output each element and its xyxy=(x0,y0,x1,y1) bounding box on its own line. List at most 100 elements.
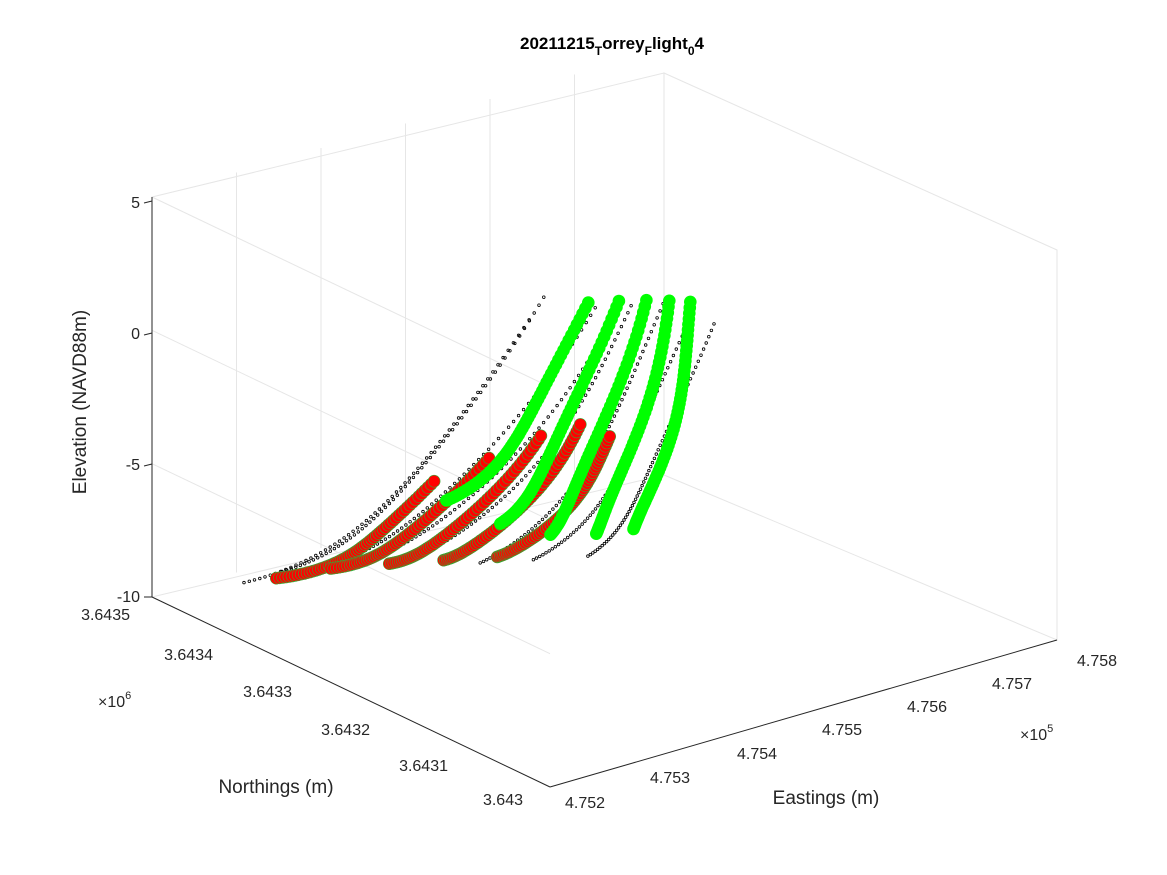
survey_track-point xyxy=(303,562,307,566)
x-axis-line xyxy=(549,639,1058,788)
x-tick-label: 4.757 xyxy=(992,676,1032,693)
survey_track-point xyxy=(633,497,638,501)
survey_track-point xyxy=(508,349,512,353)
x-axis-label: Eastings (m) xyxy=(773,788,880,809)
survey_track-point xyxy=(360,527,364,531)
survey_track-point xyxy=(593,376,598,380)
survey_track-point xyxy=(635,494,639,498)
survey_track-point xyxy=(311,558,316,562)
survey_track-point xyxy=(530,527,534,531)
grid-line xyxy=(151,329,551,521)
z-tick-label: -10 xyxy=(117,589,140,606)
survey_track-point xyxy=(462,500,466,504)
survey_track-point xyxy=(566,535,570,540)
survey_track-point xyxy=(624,515,628,519)
survey_track-point xyxy=(415,470,420,475)
survey_track-point xyxy=(320,554,324,558)
survey_track-point xyxy=(478,516,482,520)
survey_track-point xyxy=(453,481,457,486)
survey_track-point xyxy=(537,426,541,430)
survey_track-point xyxy=(654,452,658,456)
survey_track-point xyxy=(340,541,345,546)
survey_track-point xyxy=(593,549,597,553)
survey_track-point xyxy=(501,355,505,360)
survey_track-point xyxy=(383,505,388,510)
survey_track-point xyxy=(466,496,471,501)
survey_track-point xyxy=(486,509,490,513)
survey_track-point xyxy=(383,537,388,541)
x-tick-label: 4.752 xyxy=(565,795,605,812)
survey_track-point xyxy=(373,511,377,515)
survey_track-point xyxy=(607,537,611,542)
survey_track-point xyxy=(466,403,470,408)
survey_track-point xyxy=(600,363,604,368)
survey_track-point xyxy=(633,368,637,372)
bathymetry_red-point xyxy=(427,474,441,488)
survey_track-point xyxy=(443,490,448,494)
survey_track-point xyxy=(532,465,536,469)
survey_track-point xyxy=(542,295,546,299)
survey_track-point xyxy=(252,578,257,582)
survey_track-point xyxy=(481,559,486,564)
chart-title: 20211215TorreyFlight04 xyxy=(520,34,705,58)
survey_track-point xyxy=(400,526,404,530)
survey_track-point xyxy=(416,466,420,470)
x-tick-label: 4.753 xyxy=(650,770,690,787)
survey_track-point xyxy=(540,517,545,522)
survey_track-point xyxy=(604,539,609,544)
x-tick-label: 4.758 xyxy=(1077,653,1117,670)
survey_track-point xyxy=(387,534,392,539)
y-axis-line xyxy=(151,596,551,788)
survey_track-point xyxy=(430,502,434,506)
survey_track-point xyxy=(647,468,651,473)
survey_track-point xyxy=(369,515,373,519)
survey_track-point xyxy=(416,513,421,517)
survey_track-point xyxy=(441,439,446,443)
survey_track-point xyxy=(314,553,318,558)
survey_track-point xyxy=(641,349,645,354)
survey_track-point xyxy=(615,528,619,532)
survey_track-point xyxy=(635,362,640,366)
survey_track-point xyxy=(448,486,452,490)
topography-series xyxy=(440,293,697,542)
survey_track-point xyxy=(699,353,703,357)
survey_track-point xyxy=(691,371,695,375)
survey_track-point xyxy=(499,498,503,502)
survey_track-point xyxy=(546,415,550,419)
survey_track-point xyxy=(550,547,554,551)
survey_track-point xyxy=(323,548,328,552)
survey_track-point xyxy=(622,518,626,522)
survey_track-point xyxy=(394,490,399,494)
survey_track-point xyxy=(408,520,412,524)
survey_track-point xyxy=(482,512,486,517)
survey_track-point xyxy=(424,460,428,465)
back-right-wall xyxy=(663,72,1058,641)
survey_track-point xyxy=(360,522,364,526)
survey_track-point xyxy=(521,407,526,412)
survey_track-point xyxy=(515,482,520,486)
back-left-wall xyxy=(151,72,665,598)
survey_track-point xyxy=(611,533,615,537)
survey_track-point xyxy=(426,527,431,531)
survey_track-point xyxy=(438,439,442,444)
survey_track-point xyxy=(531,558,536,562)
survey_track-point xyxy=(564,392,568,396)
survey_track-point xyxy=(452,422,456,426)
survey_track-point xyxy=(563,538,567,542)
survey_track-point xyxy=(640,483,644,488)
survey_track-point xyxy=(474,397,478,401)
survey_track-point xyxy=(490,505,494,510)
y-tick-label: 3.6431 xyxy=(399,758,448,775)
survey_track-point xyxy=(428,455,432,460)
x-tick-label: 4.755 xyxy=(822,722,862,739)
survey_track-point xyxy=(420,466,424,470)
survey_track-point xyxy=(387,501,392,506)
survey_track-point xyxy=(516,413,521,418)
survey_track-point xyxy=(333,542,337,546)
survey_track-point xyxy=(591,551,595,555)
survey_track-point xyxy=(590,381,594,386)
survey_track-point xyxy=(617,403,622,407)
survey_track-point xyxy=(559,398,564,402)
survey_track-point xyxy=(439,518,443,522)
survey_track-point xyxy=(464,409,469,414)
